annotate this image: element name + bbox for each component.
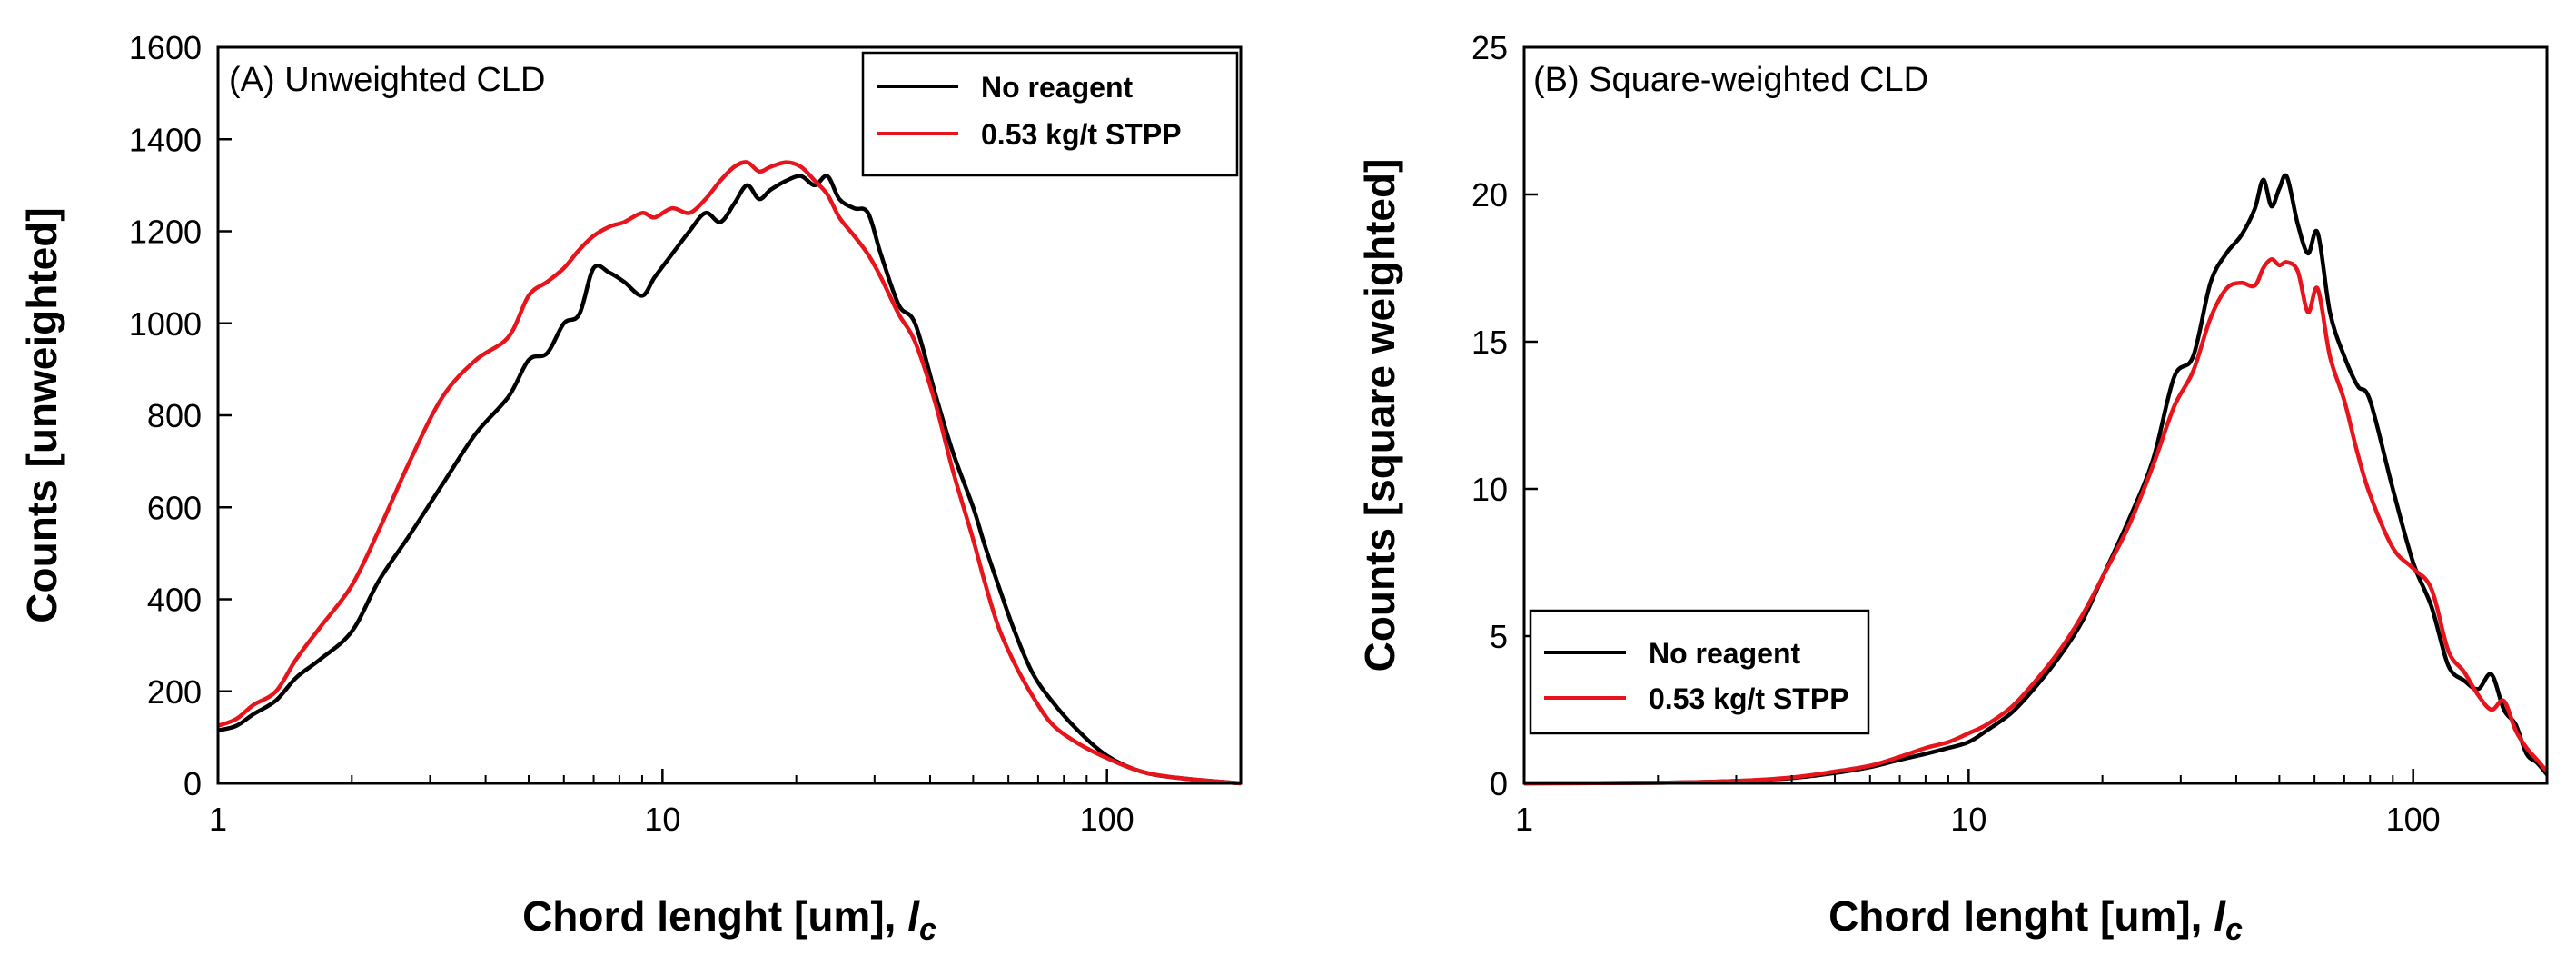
chart-a-legend-label-stpp: 0.53 kg/t STPP — [981, 118, 1182, 151]
chart-b-x-axis-label: Chord lenght [um], — [1828, 892, 2214, 940]
chart-a-legend-label-no-reagent: No reagent — [981, 71, 1133, 104]
chart-a-series-no-reagent-line — [217, 174, 1242, 786]
chart-b-x-axis-subscript: c — [2225, 912, 2243, 947]
chart-a-y-tick-label: 200 — [147, 673, 202, 711]
chart-b-y-axis-title: Counts [square weighted] — [1356, 159, 1403, 672]
chart-a-y-tick-label: 0 — [183, 765, 202, 802]
chart-a-y-tick-label: 1000 — [129, 305, 202, 343]
chart-b-y-tick-label: 15 — [1471, 324, 1508, 361]
chart-b-legend-label-no-reagent: No reagent — [1649, 637, 1800, 670]
chart-b-y-tick-label: 25 — [1471, 29, 1508, 66]
chart-a: 0 200 400 600 800 1000 1200 1400 1600 1 10 100 (A) … — [18, 29, 1243, 947]
chart-b-x-axis-symbol: l — [2214, 892, 2226, 940]
chart-a-y-tick-label: 600 — [147, 489, 202, 526]
chart-b-x-tick-label: 10 — [1950, 801, 1986, 838]
chart-a-x-tick-label: 100 — [1080, 801, 1134, 838]
chart-a-ticks: 0 200 400 600 800 1000 1200 1400 1600 1 10 100 — [129, 29, 1242, 838]
chart-a-x-axis-label: Chord lenght [um], — [522, 892, 907, 940]
chart-a-x-axis-title: Chord lenght [um], lc — [522, 892, 936, 947]
chart-b-series-stpp-line — [1523, 257, 2549, 786]
chart-b-x-tick-label: 1 — [1515, 801, 1533, 838]
chart-b-legend-label-stpp: 0.53 kg/t STPP — [1649, 682, 1849, 715]
chart-a-y-tick-label: 400 — [147, 582, 202, 619]
chart-b-series-no-reagent-line — [1523, 173, 2549, 786]
chart-b-title: (B) Square-weighted CLD — [1533, 61, 1928, 99]
chart-a-legend: No reagent 0.53 kg/t STPP — [861, 51, 1239, 177]
chart-b-legend: No reagent 0.53 kg/t STPP — [1529, 609, 1870, 735]
chart-b-plot-frame — [1522, 45, 2549, 785]
chart-a-x-tick-label: 1 — [209, 801, 227, 838]
chart-b-y-tick-label: 10 — [1471, 471, 1508, 508]
chart-b-x-axis-title: Chord lenght [um], lc — [1828, 892, 2243, 947]
chart-a-series-stpp-line — [217, 160, 1242, 786]
chart-b-y-tick-label: 20 — [1471, 176, 1508, 214]
chart-b-series — [1523, 173, 2549, 786]
chart-b-ticks: 0 5 10 15 20 25 1 10 100 — [1471, 29, 2548, 838]
chart-a-legend-box — [861, 51, 1239, 177]
chart-b-x-tick-label: 100 — [2386, 801, 2441, 838]
chart-a-series — [217, 160, 1242, 786]
chart-a-x-axis-symbol: l — [907, 892, 920, 940]
chart-a-title: (A) Unweighted CLD — [229, 61, 545, 99]
chart-a-y-tick-label: 1600 — [129, 29, 202, 66]
chart-a-y-tick-label: 800 — [147, 397, 202, 434]
chart-a-y-tick-label: 1400 — [129, 121, 202, 158]
chart-a-x-tick-label: 10 — [644, 801, 680, 838]
chart-b-y-tick-label: 5 — [1490, 618, 1508, 655]
chart-a-y-tick-label: 1200 — [129, 214, 202, 251]
chart-b: 0 5 10 15 20 25 1 10 100 (B) Square-weighted CLD… — [1356, 29, 2549, 947]
chart-b-legend-box — [1529, 609, 1870, 735]
chart-a-x-axis-subscript: c — [919, 912, 936, 947]
chart-a-y-axis-title: Counts [unweighted] — [18, 207, 65, 622]
chart-b-y-tick-label: 0 — [1490, 765, 1508, 802]
